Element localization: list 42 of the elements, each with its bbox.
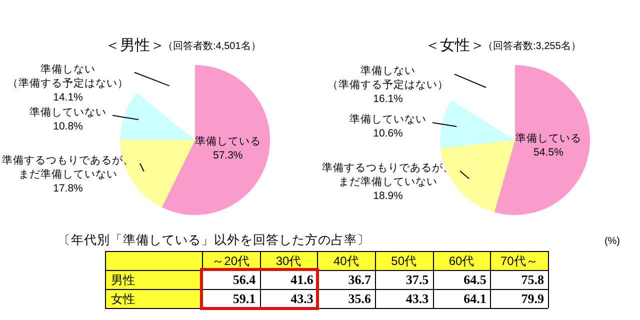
x-tick-label: 60代 (448, 254, 474, 268)
data-label: 59.1 (232, 290, 256, 306)
slice-label: 準備するつもりであるが、まだ準備していない (2, 154, 134, 180)
slice-label: 準備しない（準備する予定はない） (328, 65, 448, 92)
data-label: 16.1% (373, 93, 403, 106)
data-label: 57.3% (212, 150, 243, 162)
slice-label: 準備している (194, 136, 261, 148)
data-label: 54.5% (534, 146, 564, 159)
chart-title: ＜男性＞ (105, 37, 165, 54)
data-label: 43.3 (406, 290, 430, 306)
data-label: 43.3 (290, 290, 314, 306)
data-label: 79.9 (521, 290, 544, 306)
x-tick-label: ～20代 (212, 254, 250, 268)
data-label: 17.8% (53, 182, 83, 194)
data-label: 75.8 (521, 272, 544, 287)
data-label: 64.5 (464, 272, 487, 287)
slice-label: 準備していない (350, 114, 426, 126)
slice-label: 準備している (515, 132, 582, 145)
data-label: 37.5 (406, 272, 430, 287)
data-label: 35.6 (348, 290, 372, 306)
chart-subtitle: （回答者数:3,255名） (483, 40, 581, 52)
text: (%) (604, 236, 620, 247)
chart-title: ＜女性＞ (425, 37, 485, 54)
data-label: 64.1 (464, 290, 486, 306)
y-tick-label: 男性 (111, 272, 135, 287)
x-tick-label: 30代 (276, 254, 302, 268)
slice-label: 準備しない（準備する予定はない） (8, 63, 128, 90)
y-tick-label: 女性 (111, 292, 135, 306)
x-tick-label: 70代～ (500, 254, 538, 268)
chart-subtitle: （回答者数:4,501名） (163, 40, 261, 52)
slice-label: 準備するつもりであるが、まだ準備していない (322, 162, 454, 188)
data-label: 18.9% (373, 190, 403, 202)
data-label: 10.6% (373, 128, 403, 140)
slice-label: 準備していない (30, 106, 106, 118)
data-label: 56.4 (232, 272, 256, 287)
data-label: 36.7 (348, 272, 372, 287)
data-label: 10.8% (53, 120, 83, 132)
x-tick-label: 50代 (391, 254, 417, 268)
data-label: 14.1% (53, 91, 83, 104)
x-tick-label: 40代 (333, 254, 359, 268)
data-label: 41.6 (290, 272, 314, 287)
chart-title: 〔年代別「準備している」以外を回答した方の占率〕 (58, 232, 370, 247)
